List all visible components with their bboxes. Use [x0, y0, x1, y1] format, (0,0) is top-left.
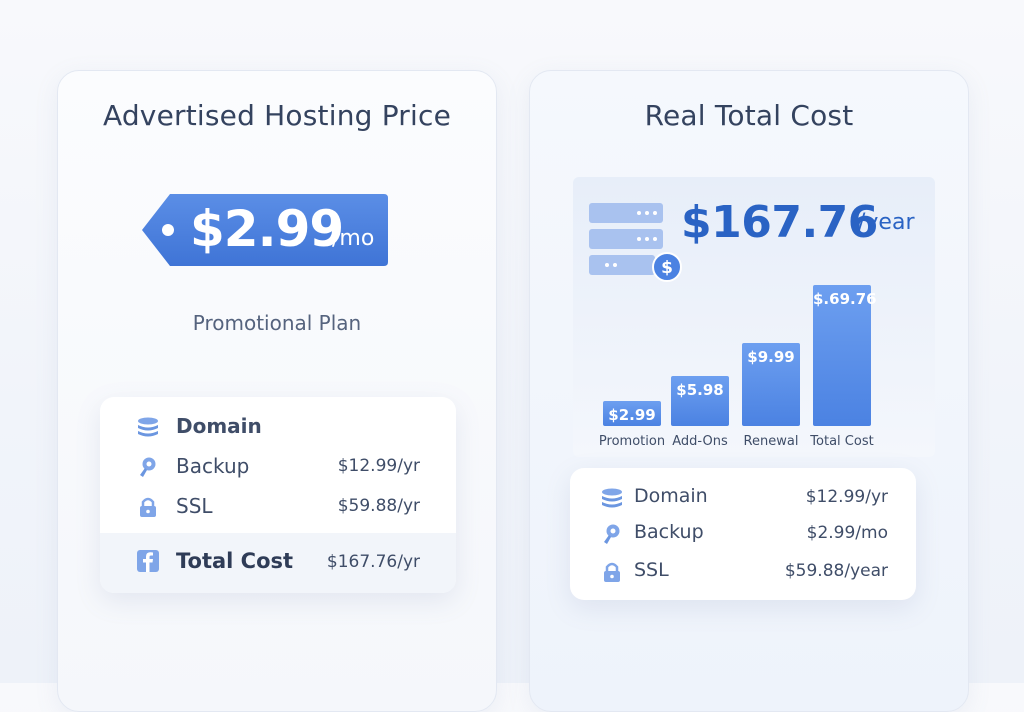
lock-icon: [140, 497, 156, 517]
ssl-value: $59.88/yr: [337, 496, 420, 516]
real-total-price-unit: /year: [858, 210, 915, 235]
advertised-cost-list: Domain Backup $12.99/yr SSL $59.88/yr: [100, 397, 456, 593]
tag-shape-icon: [142, 194, 388, 266]
category-label: Total Cost: [810, 434, 874, 449]
list-item-total-cost: Total Cost $167.76/yr: [100, 533, 456, 593]
bar-add-ons: [671, 376, 729, 426]
bar-total-cost: [813, 285, 871, 426]
real-cost-card: Real Total Cost $ $167.76 /year $2.99 Pro…: [529, 70, 969, 712]
advertised-price-unit: /mo: [332, 226, 375, 251]
advertised-price: $2.99: [190, 200, 344, 258]
bar-renewal: [742, 343, 800, 426]
list-item-backup: Backup $2.99/mo: [570, 514, 916, 550]
domain-label: Domain: [176, 414, 262, 438]
total-cost-label: Total Cost: [176, 549, 294, 573]
lock-icon: [604, 562, 620, 582]
key-icon: [604, 524, 620, 544]
backup-value: $2.99/mo: [806, 523, 888, 543]
real-total-price: $167.76: [681, 197, 878, 248]
backup-label: Backup: [634, 521, 704, 543]
list-item-domain: Domain $12.99/yr: [570, 478, 916, 514]
database-icon: [602, 488, 622, 508]
ssl-label: SSL: [176, 494, 213, 518]
bar-data-label: $2.99: [608, 406, 656, 424]
advertised-card-title: Advertised Hosting Price: [102, 99, 452, 132]
ssl-value: $59.88/year: [784, 561, 888, 581]
bar-promotion: [603, 401, 661, 426]
real-cost-list: Domain $12.99/yr Backup $2.99/mo SSL $59…: [570, 468, 916, 600]
category-label: Renewal: [743, 434, 799, 449]
real-cost-card-title: Real Total Cost: [644, 99, 854, 132]
domain-label: Domain: [634, 485, 708, 507]
database-icon: [138, 417, 158, 437]
list-item-ssl: SSL $59.88/yr: [100, 487, 456, 527]
bar-data-label: $9.99: [747, 348, 795, 366]
advertised-price-card: Advertised Hosting Price $2.99 /mo Promo…: [57, 70, 497, 712]
server-dollar-icon: $: [589, 203, 682, 282]
list-item-backup: Backup $12.99/yr: [100, 447, 456, 487]
backup-value: $12.99/yr: [337, 456, 420, 476]
svg-text:$: $: [661, 258, 673, 278]
price-tag: $2.99 /mo: [140, 192, 390, 268]
facebook-icon: [137, 550, 159, 572]
backup-label: Backup: [176, 454, 250, 478]
ssl-label: SSL: [634, 559, 669, 581]
category-label: Add-Ons: [672, 434, 728, 449]
key-icon: [140, 457, 156, 477]
category-label: Promotion: [598, 434, 666, 449]
bar-data-label: $.69.76: [813, 290, 877, 308]
cost-chart: $ $167.76 /year $2.99 Promotion $5.98 Add-O…: [573, 177, 935, 457]
domain-value: $12.99/yr: [805, 487, 888, 507]
list-item-domain: Domain: [100, 407, 456, 447]
promotional-plan-label: Promotional Plan: [192, 311, 362, 335]
bar-data-label: $5.98: [676, 381, 724, 399]
list-item-ssl: SSL $59.88/year: [570, 552, 916, 588]
total-cost-value: $167.76/yr: [326, 552, 420, 572]
